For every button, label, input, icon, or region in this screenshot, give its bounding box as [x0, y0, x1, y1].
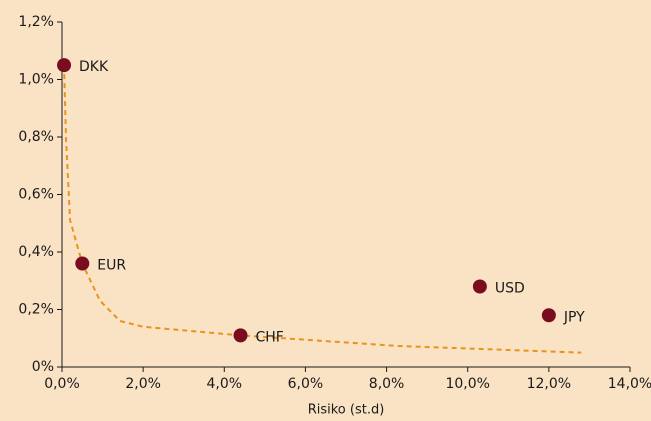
point-label: USD: [495, 281, 525, 297]
y-tick-label: 0,6%: [18, 187, 54, 203]
point-label: EUR: [97, 258, 126, 274]
point-label: CHF: [256, 329, 284, 345]
x-tick-label: 4,0%: [206, 376, 242, 392]
point-label: JPY: [563, 309, 585, 325]
frontier-line: [63, 65, 582, 354]
x-axis-label: Risiko (st.d): [308, 403, 385, 418]
x-tick-label: 10,0%: [445, 376, 489, 392]
point: [472, 279, 487, 294]
x-tick-label: 6,0%: [288, 376, 324, 392]
y-tick-label: 0,4%: [18, 244, 54, 260]
x-tick-label: 8,0%: [369, 376, 405, 392]
x-tick-label: 0,0%: [44, 376, 80, 392]
y-tick-label: 1,0%: [18, 72, 54, 88]
point: [541, 308, 556, 323]
point-label: DKK: [79, 59, 109, 75]
x-tick-label: 14,0%: [608, 376, 651, 392]
x-tick-label: 2,0%: [125, 376, 161, 392]
point: [233, 328, 248, 343]
point: [57, 58, 72, 73]
x-tick-label: 12,0%: [527, 376, 571, 392]
y-tick-label: 0,8%: [18, 129, 54, 145]
y-tick-label: 0,2%: [18, 302, 54, 318]
point: [75, 256, 90, 271]
y-tick-label: 0%: [32, 359, 54, 375]
y-tick-label: 1,2%: [18, 14, 54, 30]
